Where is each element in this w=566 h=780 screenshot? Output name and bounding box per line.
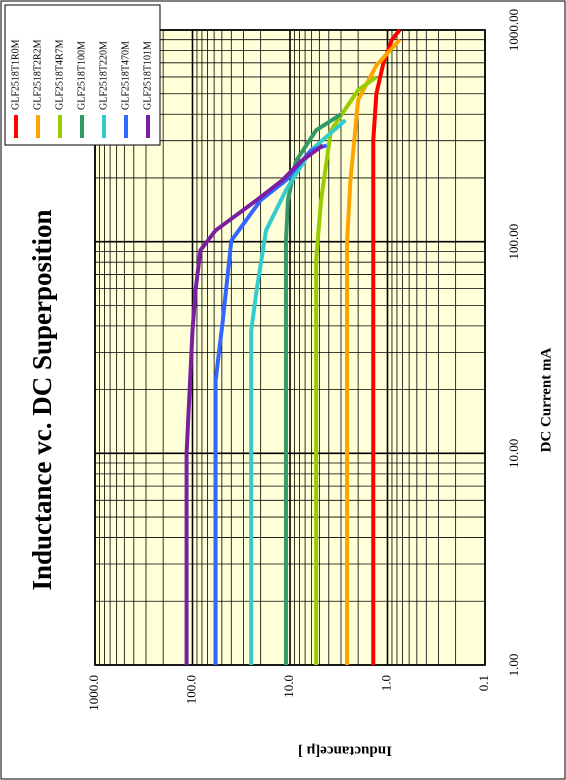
series-line [371,28,402,665]
x-tick-label: 10.00 [506,439,521,468]
chart-title: Inductance vc. DC Superposition [27,209,57,590]
legend-label: GLF2518T470M [120,41,131,110]
y-tick-label: 1.0 [378,675,393,691]
plot-border [94,29,486,666]
legend-label: GLF2518T220M [98,41,109,110]
legend-label: GLF2518T1R0M [10,39,21,110]
legend-label: GLF2518T2R2M [32,39,43,110]
x-tick-label: 100.00 [506,224,521,260]
legend-box [4,4,161,146]
rotated-chart: Inductance vc. DC Superposition DC Curre… [4,4,554,759]
y-tick-label: 10.0 [281,675,296,698]
series-line [184,143,325,665]
y-tick-label: 0.1 [476,675,491,691]
y-tick-label: 1000.0 [86,675,101,711]
series-line [345,38,402,665]
series-line [314,75,378,665]
x-tick-label: 1000.00 [506,9,521,51]
legend-label: GLF2518T100M [76,41,87,110]
y-tick-label: 100.0 [183,675,198,704]
x-tick-label: 1.00 [506,654,521,677]
series-line [283,112,343,665]
x-axis-title: DC Current mA [538,347,554,452]
y-axis-title: Inductance[μ ] [298,743,392,759]
legend-label: GLF2518T101M [142,41,153,110]
legend-label: GLF2518T4R7M [54,39,65,110]
